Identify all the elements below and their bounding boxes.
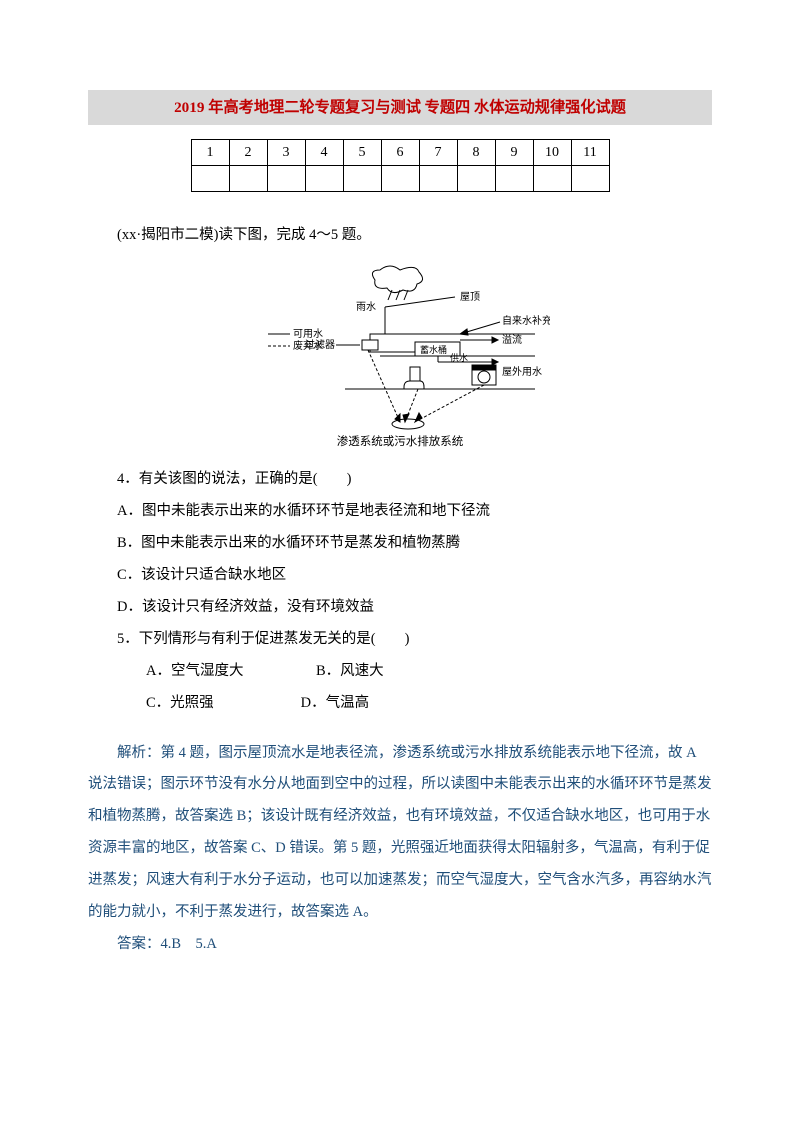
- cell: [571, 166, 609, 192]
- cell: [419, 166, 457, 192]
- label-waste: 废弃水: [293, 339, 323, 352]
- q5-stem: 5．下列情形与有利于促进蒸发无关的是( ): [88, 624, 712, 656]
- q4-b: B．图中未能表示出来的水循环环节是蒸发和植物蒸腾: [88, 528, 712, 560]
- cell: [381, 166, 419, 192]
- cell-3: 3: [267, 140, 305, 166]
- spacer: [88, 720, 712, 738]
- q4-c: C．该设计只适合缺水地区: [88, 560, 712, 592]
- diagram: 屋顶 雨水 过滤器 可用水 废弃水 自来水补充 溢流 蓄水桶 供水: [250, 262, 550, 450]
- cell-4: 4: [305, 140, 343, 166]
- cell: [305, 166, 343, 192]
- label-usable: 可用水: [293, 328, 323, 340]
- cell-2: 2: [229, 140, 267, 166]
- cell: [191, 166, 229, 192]
- q5-a: A．空气湿度大: [117, 656, 243, 688]
- label-rain: 雨水: [356, 301, 376, 313]
- table-row: [191, 166, 609, 192]
- cell: [343, 166, 381, 192]
- answer-grid: 1 2 3 4 5 6 7 8 9 10 11: [191, 139, 610, 192]
- cell: [229, 166, 267, 192]
- answer-label: 答案：: [117, 936, 161, 952]
- cell: [533, 166, 571, 192]
- label-outdoor: 屋外用水: [502, 366, 542, 378]
- q5-row2: C．光照强 D．气温高: [88, 688, 712, 720]
- q5-c: C．光照强: [117, 688, 214, 720]
- page-title: 2019 年高考地理二轮专题复习与测试 专题四 水体运动规律强化试题: [88, 90, 712, 125]
- label-overflow: 溢流: [502, 333, 522, 346]
- q4-a: A．图中未能表示出来的水循环环节是地表径流和地下径流: [88, 496, 712, 528]
- answer-text: 4.B 5.A: [161, 936, 217, 952]
- cell-9: 9: [495, 140, 533, 166]
- answer: 答案：4.B 5.A: [88, 929, 712, 961]
- cell-5: 5: [343, 140, 381, 166]
- cell-8: 8: [457, 140, 495, 166]
- table-row: 1 2 3 4 5 6 7 8 9 10 11: [191, 140, 609, 166]
- diagram-caption: 渗透系统或污水排放系统: [250, 434, 550, 450]
- label-tap: 自来水补充: [502, 314, 550, 327]
- q5-row1: A．空气湿度大 B．风速大: [88, 656, 712, 688]
- q5-d: D．气温高: [272, 688, 369, 720]
- cell: [457, 166, 495, 192]
- analysis-label: 解析：: [117, 745, 161, 761]
- cell-11: 11: [571, 140, 609, 166]
- q4-d: D．该设计只有经济效益，没有环境效益: [88, 592, 712, 624]
- analysis: 解析：第 4 题，图示屋顶流水是地表径流，渗透系统或污水排放系统能表示地下径流，…: [88, 738, 712, 929]
- cell: [267, 166, 305, 192]
- cell-1: 1: [191, 140, 229, 166]
- analysis-text: 第 4 题，图示屋顶流水是地表径流，渗透系统或污水排放系统能表示地下径流，故 A…: [88, 745, 712, 920]
- intro-text: (xx·揭阳市二模)读下图，完成 4～5 题。: [88, 220, 712, 252]
- cell-7: 7: [419, 140, 457, 166]
- label-roof: 屋顶: [460, 291, 480, 303]
- q4-stem: 4．有关该图的说法，正确的是( ): [88, 464, 712, 496]
- q5-b: B．风速大: [287, 656, 384, 688]
- label-supply: 供水: [450, 352, 468, 363]
- cell-6: 6: [381, 140, 419, 166]
- cell: [495, 166, 533, 192]
- label-tank: 蓄水桶: [420, 344, 447, 355]
- cell-10: 10: [533, 140, 571, 166]
- diagram-svg: 屋顶 雨水 过滤器 可用水 废弃水 自来水补充 溢流 蓄水桶 供水: [250, 262, 550, 432]
